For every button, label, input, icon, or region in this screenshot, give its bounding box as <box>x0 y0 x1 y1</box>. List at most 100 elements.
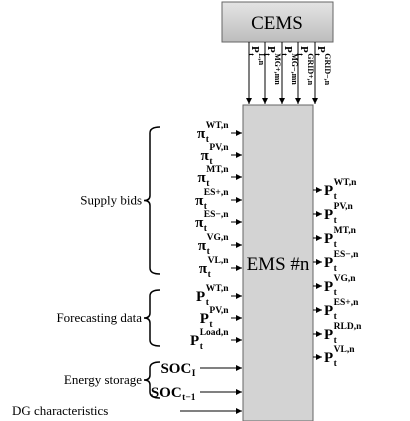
subscript: t <box>263 53 272 56</box>
subscript: t <box>296 53 305 56</box>
symbol: P <box>315 46 327 53</box>
dg-label: DG characteristics <box>12 403 108 418</box>
superscript: GRID+,n <box>306 53 315 85</box>
superscript: MT,n <box>206 165 229 175</box>
subscript: t <box>334 312 338 322</box>
bracket <box>143 361 161 399</box>
symbol: P <box>324 327 333 343</box>
subscript: t <box>334 192 338 202</box>
bracket <box>143 126 161 275</box>
symbol: π <box>198 170 207 186</box>
term: π ES+,n t <box>195 188 229 212</box>
superscript: MG+,mn <box>273 53 282 85</box>
symbol: π <box>198 238 207 254</box>
term: PMG−,mnt <box>280 46 299 85</box>
subscript: t <box>334 288 338 298</box>
term: π WT,n t <box>197 121 229 145</box>
superscript: RLD,n <box>334 322 362 332</box>
symbol: P <box>265 46 277 53</box>
term: SOC I <box>160 361 195 379</box>
superscript: ES−,n <box>334 250 359 260</box>
subscript: t <box>334 359 338 369</box>
superscript: WT,n <box>206 121 230 131</box>
symbol: P <box>324 255 333 271</box>
superscript: PV,n <box>209 143 229 153</box>
subscript: t <box>200 342 204 352</box>
term: P WT,n t <box>196 284 229 308</box>
term: P WT,n t <box>324 178 357 202</box>
superscript: PV,n <box>334 202 354 212</box>
term: π VL,n t <box>199 256 229 280</box>
cems-box <box>221 1 334 43</box>
superscript: ES+,n <box>334 298 359 308</box>
ems-box <box>242 104 314 421</box>
subscript: t <box>208 270 212 280</box>
term: π PV,n t <box>201 143 230 167</box>
cems-label: CEMS <box>251 13 303 34</box>
subscript: t <box>334 240 338 250</box>
symbol: π <box>197 126 206 142</box>
subscript: t <box>204 224 208 234</box>
term: π VG,n t <box>198 233 229 257</box>
subscript: t <box>207 247 211 257</box>
symbol: P <box>190 333 199 349</box>
superscript: ES−,n <box>204 210 229 220</box>
subscript: t <box>334 216 338 226</box>
superscript: ES+,n <box>204 188 229 198</box>
term: SOC t−1 <box>151 385 196 403</box>
symbol: SOC <box>160 361 191 377</box>
symbol: P <box>324 207 333 223</box>
subscript: t <box>206 135 210 145</box>
term: P Load,n t <box>190 328 229 352</box>
top-label: PMG−,mnt <box>280 46 299 85</box>
subscript: t <box>204 202 208 212</box>
subscript: t <box>247 53 256 56</box>
term: π ES−,n t <box>195 210 229 234</box>
superscript: MT,n <box>334 226 357 236</box>
group-label: Supply bids <box>80 193 142 208</box>
subscript: t <box>280 53 289 56</box>
term: P PV,n t <box>324 202 353 226</box>
symbol: P <box>200 311 209 327</box>
symbol: π <box>195 193 204 209</box>
symbol: P <box>249 46 261 53</box>
subscript: t <box>209 320 213 330</box>
subscript: t <box>209 157 213 167</box>
term: PL,nt <box>247 46 266 66</box>
symbol: SOC <box>151 385 182 401</box>
term: P ES−,n t <box>324 250 359 274</box>
symbol: P <box>324 279 333 295</box>
superscript: WT,n <box>334 178 358 188</box>
term: P RLD,n t <box>324 322 362 346</box>
term: P ES+,n t <box>324 298 359 322</box>
superscript: GRID−,n <box>323 53 332 85</box>
bracket <box>143 289 161 347</box>
symbol: P <box>298 46 310 53</box>
subscript: t <box>206 298 210 308</box>
group-label: Energy storage <box>64 372 142 387</box>
symbol: P <box>324 231 333 247</box>
term: P VG,n t <box>324 274 356 298</box>
superscript: MG−,mn <box>290 53 299 85</box>
term: P MT,n t <box>324 226 357 250</box>
subscript: t <box>206 179 210 189</box>
ems-label: EMS #n <box>247 254 310 275</box>
superscript: VG,n <box>334 274 357 284</box>
symbol: π <box>201 148 210 164</box>
superscript: VG,n <box>207 233 230 243</box>
subscript: t−1 <box>182 393 196 403</box>
superscript: Load,n <box>200 328 229 338</box>
symbol: P <box>196 289 205 305</box>
subscript: t <box>334 336 338 346</box>
subscript: I <box>192 369 196 379</box>
connections: PL,ntPMG+,mntPMG−,mntPGRID+,ntPGRID−,ntπ… <box>12 42 362 418</box>
superscript: PV,n <box>209 306 229 316</box>
term: P PV,n t <box>200 306 229 330</box>
symbol: P <box>324 183 333 199</box>
term: PMG+,mnt <box>263 46 282 85</box>
subscript: t <box>334 264 338 274</box>
